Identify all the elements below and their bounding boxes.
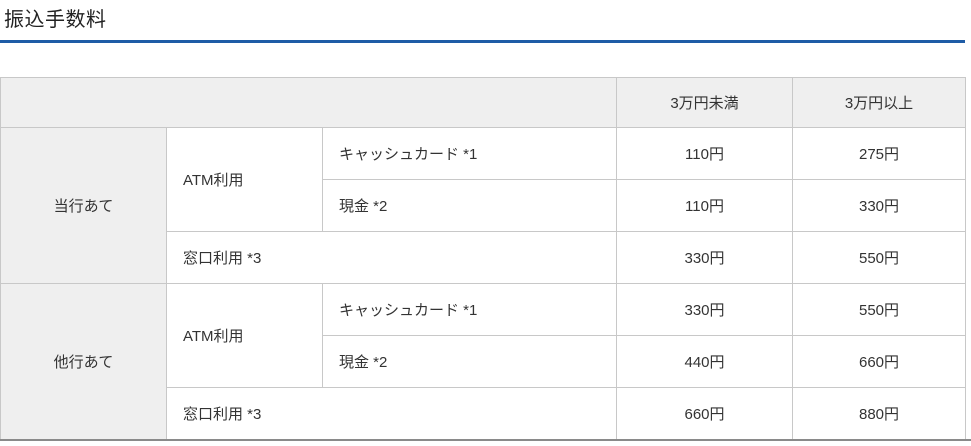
fee-over-30k: 330円 [792,179,967,232]
table-row: 現金 *2 110円 330円 [1,179,967,232]
bottom-divider [0,439,971,441]
table-row: 現金 *2 440円 660円 [1,335,967,388]
fee-under-30k: 440円 [616,335,794,388]
channel-counter: 窓口利用 *3 [165,231,618,284]
header-under-30k: 3万円未満 [616,77,794,128]
header-empty-cell [0,77,618,128]
fee-over-30k: 550円 [792,283,967,336]
fee-over-30k: 880円 [792,387,967,440]
page-title: 振込手数料 [4,9,107,31]
fee-under-30k: 330円 [616,231,794,284]
fee-under-30k: 660円 [616,387,794,440]
table-row: 当行あて ATM利用 キャッシュカード *1 110円 275円 [0,127,967,284]
fee-over-30k: 275円 [792,127,967,180]
table-row: 窓口利用 *3 660円 880円 [1,387,967,440]
method-cash: 現金 *2 [321,179,618,232]
destination-other-bank: 他行あて [0,283,167,440]
destination-own-bank: 当行あて [0,127,167,284]
title-block: 振込手数料 [0,0,965,43]
method-cash-card: キャッシュカード *1 [321,283,618,336]
method-cash: 現金 *2 [321,335,618,388]
channel-counter: 窓口利用 *3 [165,387,618,440]
table-row: 他行あて ATM利用 キャッシュカード *1 330円 550円 [0,283,967,440]
transfer-fee-table: 3万円未満 3万円以上 当行あて ATM利用 キャッシュカード *1 110円 … [0,77,967,440]
header-over-30k: 3万円以上 [792,77,967,128]
table-row: 窓口利用 *3 330円 550円 [1,231,967,284]
fee-under-30k: 110円 [616,179,794,232]
method-cash-card: キャッシュカード *1 [321,127,618,180]
fee-under-30k: 330円 [616,283,794,336]
fee-over-30k: 550円 [792,231,967,284]
channel-atm: ATM利用 [166,283,323,388]
channel-atm: ATM利用 [166,127,323,232]
fee-under-30k: 110円 [616,127,794,180]
fee-over-30k: 660円 [792,335,967,388]
header-row: 3万円未満 3万円以上 [0,77,967,128]
